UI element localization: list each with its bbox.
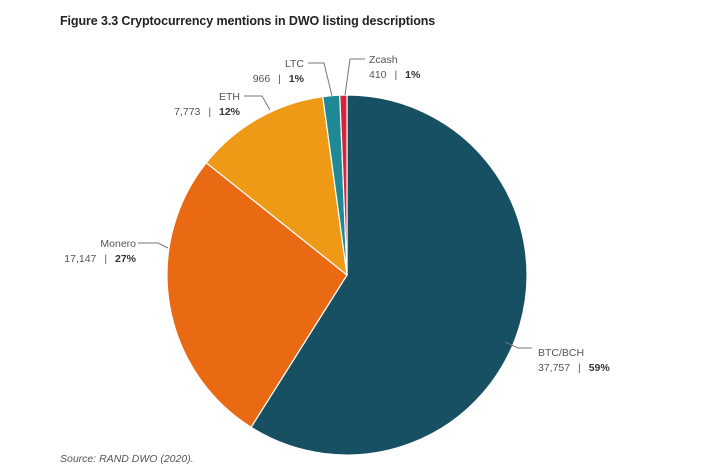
label-ltc: LTC 966 | 1% bbox=[253, 58, 305, 85]
slice-percent-label: 59% bbox=[589, 362, 611, 374]
leader-eth bbox=[244, 95, 271, 111]
pie-slice-btc-bch bbox=[250, 94, 528, 456]
svg-text:7,773 | 12%: 7,773 | 12% bbox=[174, 106, 241, 118]
slice-value-label: 17,147 bbox=[64, 253, 96, 265]
slice-value-label: 7,773 bbox=[174, 106, 200, 118]
slice-name-label: Zcash bbox=[369, 54, 398, 66]
svg-text:966 | 1%: 966 | 1% bbox=[253, 73, 305, 85]
slice-name-label: ETH bbox=[219, 91, 240, 103]
slice-value-label: 966 bbox=[253, 73, 271, 85]
label-eth: ETH 7,773 | 12% bbox=[174, 91, 241, 118]
leader-monero bbox=[138, 242, 169, 249]
slice-name-label: LTC bbox=[285, 58, 304, 70]
slice-percent-label: 1% bbox=[405, 69, 421, 81]
label-btc-bch: BTC/BCH 37,757 | 59% bbox=[538, 347, 610, 374]
leader-btc-bch bbox=[504, 341, 532, 349]
source-note: Source: RAND DWO (2020). bbox=[60, 453, 194, 465]
svg-text:37,757 | 59%: 37,757 | 59% bbox=[538, 362, 610, 374]
pie-slice-zcash bbox=[339, 94, 348, 276]
pie-slice-eth bbox=[205, 95, 348, 277]
label-monero: Monero 17,147 | 27% bbox=[64, 238, 136, 265]
slice-name-label: BTC/BCH bbox=[538, 347, 584, 359]
leader-ltc bbox=[308, 62, 333, 97]
slice-percent-label: 12% bbox=[219, 106, 241, 118]
figure-title: Figure 3.3 Cryptocurrency mentions in DW… bbox=[60, 14, 436, 28]
slice-value-label: 37,757 bbox=[538, 362, 570, 374]
slice-percent-label: 1% bbox=[289, 73, 305, 85]
slice-name-label: Monero bbox=[100, 238, 136, 250]
slice-value-label: 410 bbox=[369, 69, 387, 81]
slice-percent-label: 27% bbox=[115, 253, 137, 265]
svg-text:17,147 | 27%: 17,147 | 27% bbox=[64, 253, 136, 265]
leader-zcash bbox=[344, 58, 365, 96]
pie-slice-monero bbox=[166, 161, 348, 429]
svg-text:410 | 1%: 410 | 1% bbox=[369, 69, 421, 81]
label-zcash: Zcash 410 | 1% bbox=[369, 54, 421, 81]
